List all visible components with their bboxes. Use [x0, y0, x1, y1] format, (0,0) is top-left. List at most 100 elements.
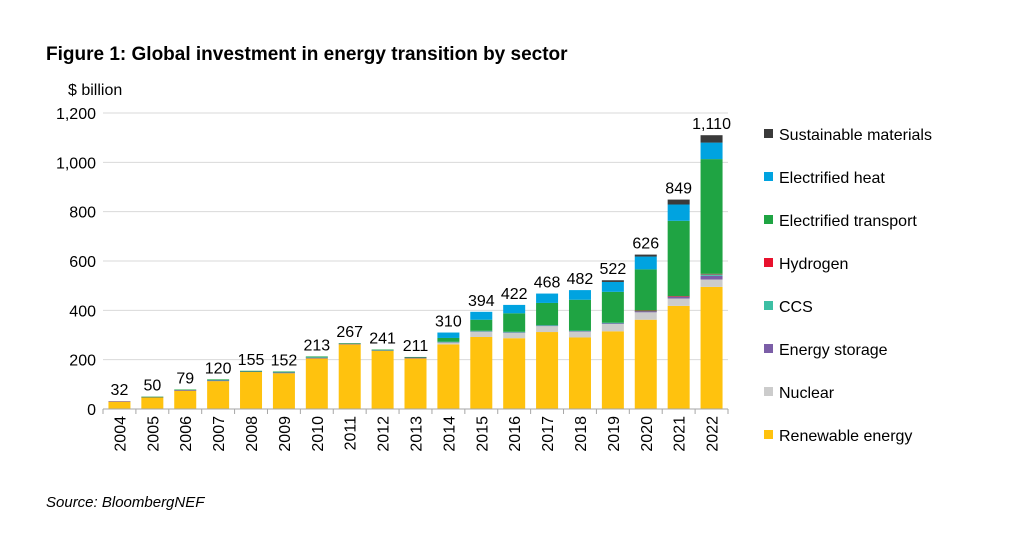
bar-segment: [536, 293, 559, 303]
bar-segment: [601, 331, 624, 409]
bar-segment: [240, 370, 263, 372]
bar-segment: [470, 336, 493, 409]
bar-segment: [700, 286, 723, 409]
legend-label: Nuclear: [779, 385, 835, 402]
bar-segment: [141, 396, 164, 398]
bar-total-label: 1,110: [692, 116, 731, 133]
bar-segment: [568, 290, 591, 300]
bar-segment: [536, 332, 559, 409]
bar-segment: [305, 357, 328, 359]
x-tick-label: 2004: [112, 416, 129, 452]
bar-segment: [700, 135, 723, 143]
y-tick-label: 1,200: [56, 106, 96, 123]
legend-label: Electrified transport: [779, 213, 917, 230]
legend-label: Renewable energy: [779, 428, 912, 445]
bar-segment: [536, 302, 559, 326]
y-tick-label: 800: [69, 205, 96, 222]
source-note: Source: BloombergNEF: [46, 494, 205, 511]
bar-total-label: 310: [435, 314, 462, 331]
bar-segment: [240, 371, 263, 372]
bar-segment: [667, 298, 690, 306]
chart-title: Figure 1: Global investment in energy tr…: [46, 44, 568, 65]
bar-total-label: 241: [369, 331, 396, 348]
bar-segment: [536, 325, 559, 326]
x-tick-label: 2019: [606, 416, 623, 452]
x-tick-label: 2006: [178, 416, 195, 452]
x-tick-label: 2013: [409, 416, 426, 452]
bar-total-label: 32: [111, 382, 129, 399]
bar-segment: [338, 343, 361, 344]
legend-label: Sustainable materials: [779, 127, 932, 144]
total-labels: 32 50 79 120 155 152 213 267 241 211 310 394 422 468 4…: [111, 116, 732, 399]
bar-segment: [272, 372, 295, 374]
legend-swatch: [764, 344, 773, 353]
legend-label: Energy storage: [779, 342, 888, 359]
bar-segment: [305, 357, 328, 358]
bar-segment: [470, 330, 493, 332]
bar-segment: [667, 220, 690, 297]
bar-total-label: 394: [468, 293, 495, 310]
bar-segment: [634, 254, 657, 257]
bar-segment: [437, 344, 460, 409]
bar-total-label: 468: [534, 275, 561, 292]
bar-segment: [634, 310, 657, 312]
bar-segment: [700, 274, 723, 276]
bar-total-label: 120: [205, 360, 232, 377]
bar-segment: [371, 349, 394, 351]
bar-segment: [108, 401, 131, 409]
bar-segment: [174, 390, 197, 409]
bar-segment: [207, 379, 230, 381]
x-tick-label: 2014: [441, 416, 458, 452]
bar-segment: [108, 401, 131, 402]
x-tick-label: 2018: [573, 416, 590, 452]
y-tick-label: 0: [87, 402, 96, 419]
bar-segment: [601, 323, 624, 332]
x-tick-label: 2009: [277, 416, 294, 452]
bar-total-label: 79: [176, 371, 194, 388]
bar-segment: [404, 356, 427, 358]
bar-segment: [667, 199, 690, 205]
bar-segment: [700, 159, 723, 274]
y-tick-label: 200: [69, 353, 96, 370]
bar-segment: [634, 269, 657, 311]
bar-total-label: 267: [336, 324, 363, 341]
bar-segment: [568, 337, 591, 409]
bar-segment: [601, 281, 624, 292]
bar-segment: [174, 390, 197, 391]
bar-segment: [503, 332, 526, 333]
bar-segment: [634, 256, 657, 270]
axes: $ billion 0 200 400 600 800 1,000 1,200 2004 2005…: [56, 82, 729, 452]
bar-segment: [174, 389, 197, 391]
bar-segment: [667, 305, 690, 409]
bar-segment: [305, 358, 328, 409]
bar-segment: [503, 313, 526, 332]
bar-segment: [634, 312, 657, 320]
x-tick-label: 2008: [244, 416, 261, 452]
x-tick-label: 2021: [672, 416, 689, 452]
bar-segment: [568, 331, 591, 338]
bar-segment: [437, 342, 460, 345]
legend-label: Electrified heat: [779, 170, 885, 187]
bar-segment: [503, 338, 526, 409]
bar-segment: [437, 341, 460, 343]
bar-segment: [404, 357, 427, 359]
bar-total-label: 152: [271, 353, 298, 370]
bar-total-label: 482: [567, 271, 594, 288]
y-axis-unit-label: $ billion: [68, 82, 122, 99]
bar-segment: [338, 343, 361, 345]
bar-segment: [338, 344, 361, 409]
bar-segment: [700, 142, 723, 160]
bar-segment: [700, 279, 723, 287]
legend: Sustainable materials Electrified heat Ele…: [764, 127, 932, 445]
legend-label: Hydrogen: [779, 256, 848, 273]
bar-segment: [568, 330, 591, 332]
x-tick-label: 2010: [310, 416, 327, 452]
bar-segment: [700, 275, 723, 280]
bar-total-label: 211: [403, 338, 429, 355]
bar-segment: [404, 358, 427, 409]
y-tick-label: 1,000: [56, 155, 96, 172]
bar-segment: [601, 291, 624, 323]
bar-segment: [601, 322, 624, 324]
bar-segment: [568, 299, 591, 331]
